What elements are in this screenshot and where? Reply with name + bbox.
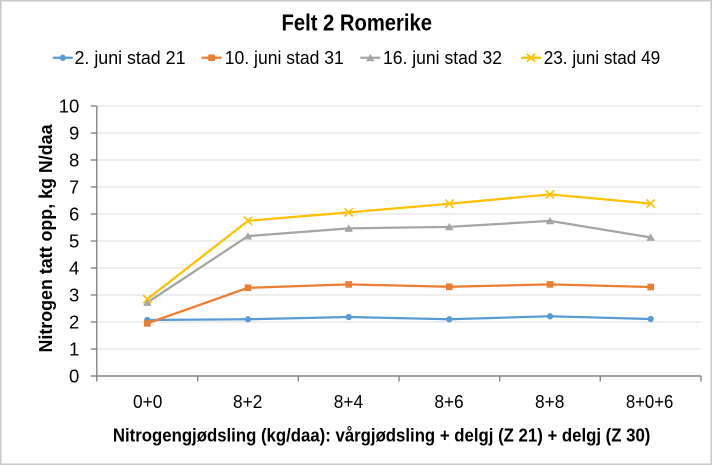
svg-text:0+0: 0+0 <box>133 391 162 412</box>
svg-text:3: 3 <box>69 284 79 305</box>
svg-text:8+8: 8+8 <box>535 391 564 412</box>
svg-text:7: 7 <box>69 176 79 197</box>
svg-text:10. juni stad 31: 10. juni stad 31 <box>225 47 344 68</box>
svg-text:5: 5 <box>69 230 79 251</box>
svg-text:8+4: 8+4 <box>334 391 363 412</box>
svg-text:10: 10 <box>59 95 80 116</box>
svg-text:1: 1 <box>69 338 79 359</box>
svg-text:6: 6 <box>69 203 79 224</box>
svg-text:Nitrogengjødsling (kg/daa): vå: Nitrogengjødsling (kg/daa): vårgjødsling… <box>113 425 651 446</box>
svg-text:Felt 2 Romerike: Felt 2 Romerike <box>282 10 433 36</box>
svg-text:8+0+6: 8+0+6 <box>626 391 674 412</box>
svg-text:2. juni stad 21: 2. juni stad 21 <box>75 47 186 68</box>
svg-text:8: 8 <box>69 149 79 170</box>
svg-text:0: 0 <box>69 365 79 386</box>
svg-text:9: 9 <box>69 122 79 143</box>
svg-text:8+6: 8+6 <box>434 391 463 412</box>
svg-text:2: 2 <box>69 311 79 332</box>
svg-text:4: 4 <box>69 257 79 278</box>
svg-text:23. juni stad 49: 23. juni stad 49 <box>544 47 661 68</box>
svg-text:Nitrogen tatt opp, kg N/daa: Nitrogen tatt opp, kg N/daa <box>35 124 56 353</box>
svg-text:8+2: 8+2 <box>233 391 262 412</box>
svg-text:16. juni stad 32: 16. juni stad 32 <box>383 47 502 68</box>
